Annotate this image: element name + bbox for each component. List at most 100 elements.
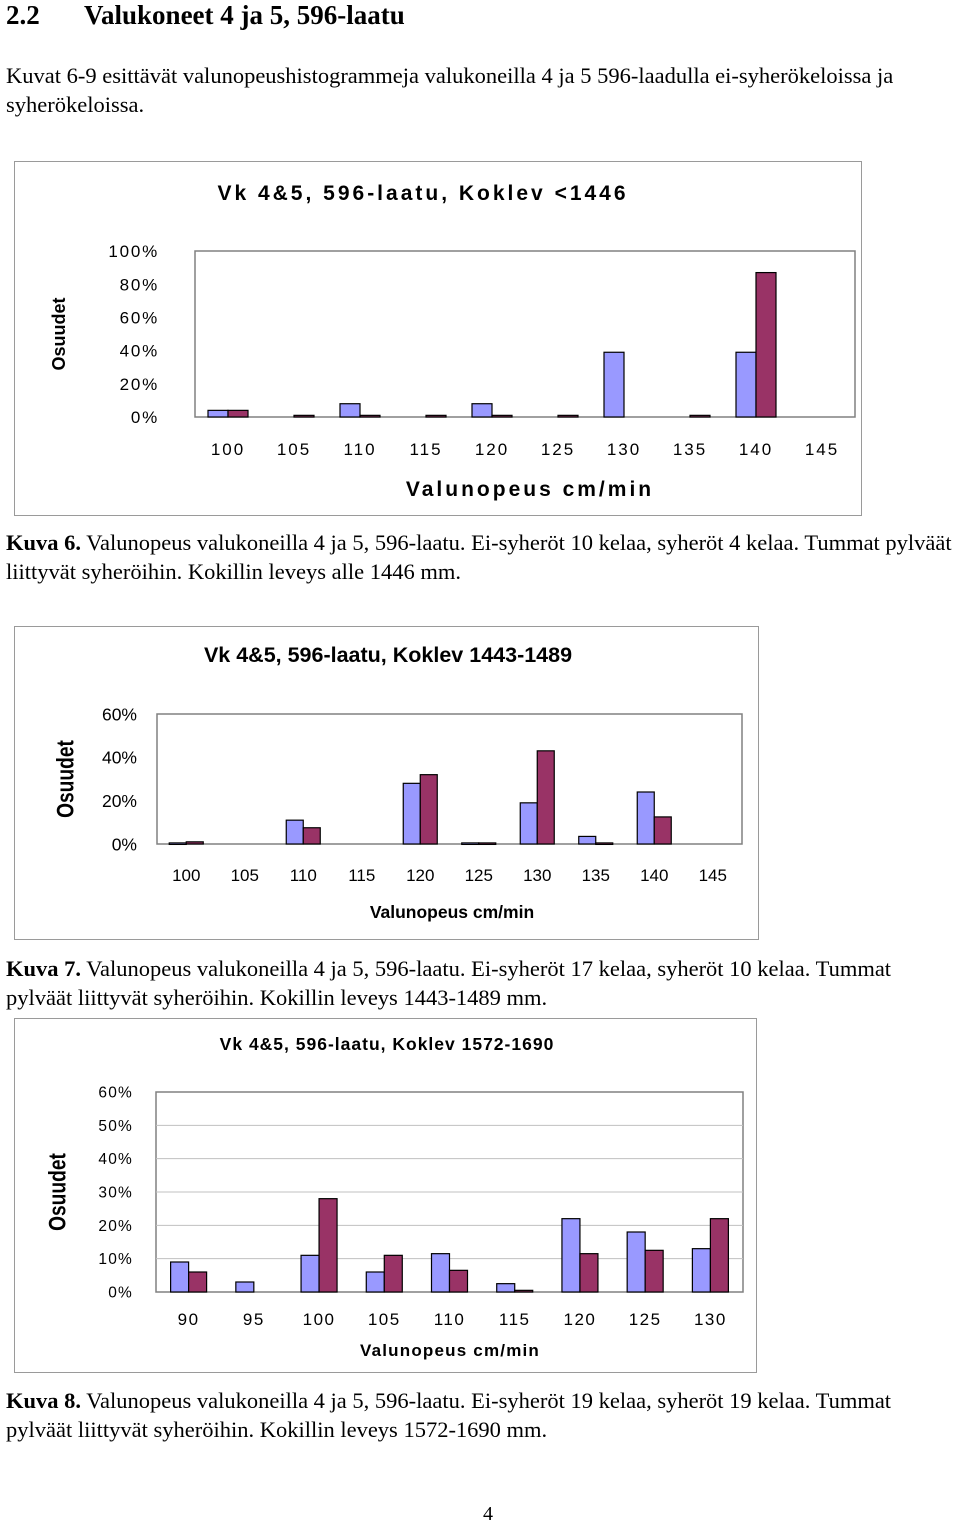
y-axis-label: Osuudet bbox=[51, 740, 79, 818]
x-tick-label: 140 bbox=[739, 440, 773, 459]
caption-1-text: Valunopeus valukoneilla 4 ja 5, 596-laat… bbox=[6, 530, 952, 584]
light-bar-90 bbox=[170, 1261, 190, 1293]
dark-bar-125 bbox=[478, 842, 497, 846]
y-tick-label: 40% bbox=[98, 1151, 133, 1168]
caption-2: Kuva 7. Valunopeus valukoneilla 4 ja 5, … bbox=[6, 954, 956, 1012]
y-tick-label: 100% bbox=[108, 242, 159, 261]
dark-bar-120 bbox=[579, 1253, 599, 1293]
x-tick-label: 130 bbox=[694, 1310, 727, 1329]
section-heading: 2.2 Valukoneet 4 ja 5, 596-laatu bbox=[6, 0, 405, 31]
dark-bar-100 bbox=[185, 841, 204, 845]
x-tick-label: 100 bbox=[172, 866, 200, 885]
dark-bar-130 bbox=[709, 1218, 729, 1293]
x-tick-label: 125 bbox=[465, 866, 493, 885]
dark-bar-105 bbox=[383, 1254, 403, 1293]
y-axis-label: Osuudet bbox=[43, 1153, 71, 1231]
dark-bar-125 bbox=[557, 414, 579, 418]
light-bar-130 bbox=[519, 802, 538, 845]
y-tick-label: 20% bbox=[98, 1218, 133, 1235]
light-bar-110 bbox=[339, 403, 361, 418]
light-bar-115 bbox=[496, 1283, 516, 1293]
x-tick-label: 125 bbox=[541, 440, 575, 459]
dark-bar-90 bbox=[188, 1271, 208, 1293]
light-bar-130 bbox=[691, 1248, 711, 1293]
caption-1-label: Kuva 6. bbox=[6, 530, 82, 555]
y-tick-label: 0% bbox=[112, 834, 137, 854]
x-tick-label: 125 bbox=[629, 1310, 662, 1329]
caption-3-text: Valunopeus valukoneilla 4 ja 5, 596-laat… bbox=[6, 1388, 892, 1442]
chart-3: 0% 10% 20% 30% 40% 50% 60% 90 95 100 105 110 115 120 1… bbox=[43, 1034, 744, 1360]
light-bar-95 bbox=[235, 1281, 255, 1293]
section-title: Valukoneet 4 ja 5, 596-laatu bbox=[84, 0, 405, 30]
light-bar-100 bbox=[207, 409, 229, 418]
light-bar-135 bbox=[578, 835, 597, 845]
caption-2-text: Valunopeus valukoneilla 4 ja 5, 596-laat… bbox=[6, 956, 892, 1010]
x-axis-label: Valunopeus cm/min bbox=[370, 902, 534, 922]
y-tick-label: 0% bbox=[131, 408, 159, 427]
dark-bar-100 bbox=[318, 1198, 338, 1293]
dark-bar-135 bbox=[595, 842, 614, 846]
dark-bar-110 bbox=[448, 1269, 469, 1293]
x-tick-label: 120 bbox=[475, 440, 509, 459]
light-bar-100 bbox=[168, 842, 187, 846]
x-tick-label: 110 bbox=[290, 866, 317, 885]
chart-title: Vk 4&5, 596-laatu, Koklev <1446 bbox=[217, 182, 628, 205]
y-tick-label: 40% bbox=[102, 748, 137, 768]
dark-bar-100 bbox=[227, 409, 249, 418]
dark-bar-110 bbox=[302, 827, 321, 845]
x-tick-label: 95 bbox=[243, 1310, 265, 1329]
dark-bar-140 bbox=[755, 271, 777, 418]
light-bar-105 bbox=[365, 1271, 385, 1293]
dark-bar-125 bbox=[644, 1249, 664, 1293]
y-tick-label: 60% bbox=[98, 1085, 133, 1102]
dark-bar-120 bbox=[491, 414, 513, 418]
y-tick-label: 10% bbox=[98, 1251, 133, 1268]
dark-bar-135 bbox=[689, 414, 711, 418]
x-tick-label: 100 bbox=[303, 1310, 336, 1329]
y-tick-label: 40% bbox=[120, 342, 159, 361]
chart-title: Vk 4&5, 596-laatu, Koklev 1572-1690 bbox=[220, 1034, 555, 1054]
x-tick-label: 90 bbox=[178, 1310, 200, 1329]
dark-bar-110 bbox=[359, 414, 381, 418]
caption-3: Kuva 8. Valunopeus valukoneilla 4 ja 5, … bbox=[6, 1386, 956, 1444]
y-tick-label: 60% bbox=[120, 309, 159, 328]
caption-2-label: Kuva 7. bbox=[6, 956, 82, 981]
light-bar-125 bbox=[626, 1231, 646, 1293]
x-tick-label: 105 bbox=[368, 1310, 401, 1329]
x-tick-label: 110 bbox=[434, 1310, 466, 1329]
x-tick-label: 105 bbox=[231, 866, 259, 885]
chart-title: Vk 4&5, 596-laatu, Koklev 1443-1489 bbox=[204, 643, 572, 667]
dark-bar-140 bbox=[653, 816, 672, 845]
caption-3-label: Kuva 8. bbox=[6, 1388, 82, 1413]
chart-1: 0% 20% 40% 60% 80% 100% 100 105 110 115 120 125 130 1… bbox=[49, 182, 856, 501]
light-bar-120 bbox=[561, 1218, 581, 1293]
light-bar-130 bbox=[603, 351, 625, 418]
x-tick-label: 105 bbox=[277, 440, 311, 459]
intro-paragraph: Kuvat 6-9 esittävät valunopeushistogramm… bbox=[6, 63, 894, 117]
x-axis-label: Valunopeus cm/min bbox=[406, 478, 654, 501]
section-number: 2.2 bbox=[6, 0, 40, 30]
x-tick-label: 140 bbox=[640, 866, 668, 885]
dark-bar-130 bbox=[536, 750, 555, 845]
page-number: 4 bbox=[483, 1503, 493, 1525]
x-axis-label: Valunopeus cm/min bbox=[360, 1341, 540, 1360]
chart-2-frame: 0% 20% 40% 60% 100 105 110 115 120 125 130 135 140 14… bbox=[14, 626, 759, 940]
x-tick-label: 135 bbox=[673, 440, 707, 459]
x-tick-label: 145 bbox=[805, 440, 839, 459]
x-tick-label: 130 bbox=[523, 866, 551, 885]
y-tick-label: 30% bbox=[98, 1185, 133, 1202]
light-bar-140 bbox=[735, 351, 757, 418]
x-tick-label: 120 bbox=[406, 866, 434, 885]
chart-1-frame: 0% 20% 40% 60% 80% 100% 100 105 110 115 120 125 130 1… bbox=[14, 161, 862, 516]
x-tick-label: 145 bbox=[699, 866, 727, 885]
light-bar-140 bbox=[636, 791, 655, 845]
light-bar-110 bbox=[285, 819, 304, 845]
y-tick-label: 80% bbox=[120, 275, 159, 294]
x-tick-label: 130 bbox=[607, 440, 641, 459]
light-bar-100 bbox=[300, 1254, 320, 1293]
dark-bar-115 bbox=[425, 414, 447, 418]
chart-2: 0% 20% 40% 60% 100 105 110 115 120 125 130 135 140 14… bbox=[51, 643, 743, 922]
chart-3-frame: 0% 10% 20% 30% 40% 50% 60% 90 95 100 105 110 115 120 1… bbox=[14, 1018, 757, 1373]
light-bar-125 bbox=[461, 842, 480, 846]
x-tick-label: 115 bbox=[499, 1310, 531, 1329]
